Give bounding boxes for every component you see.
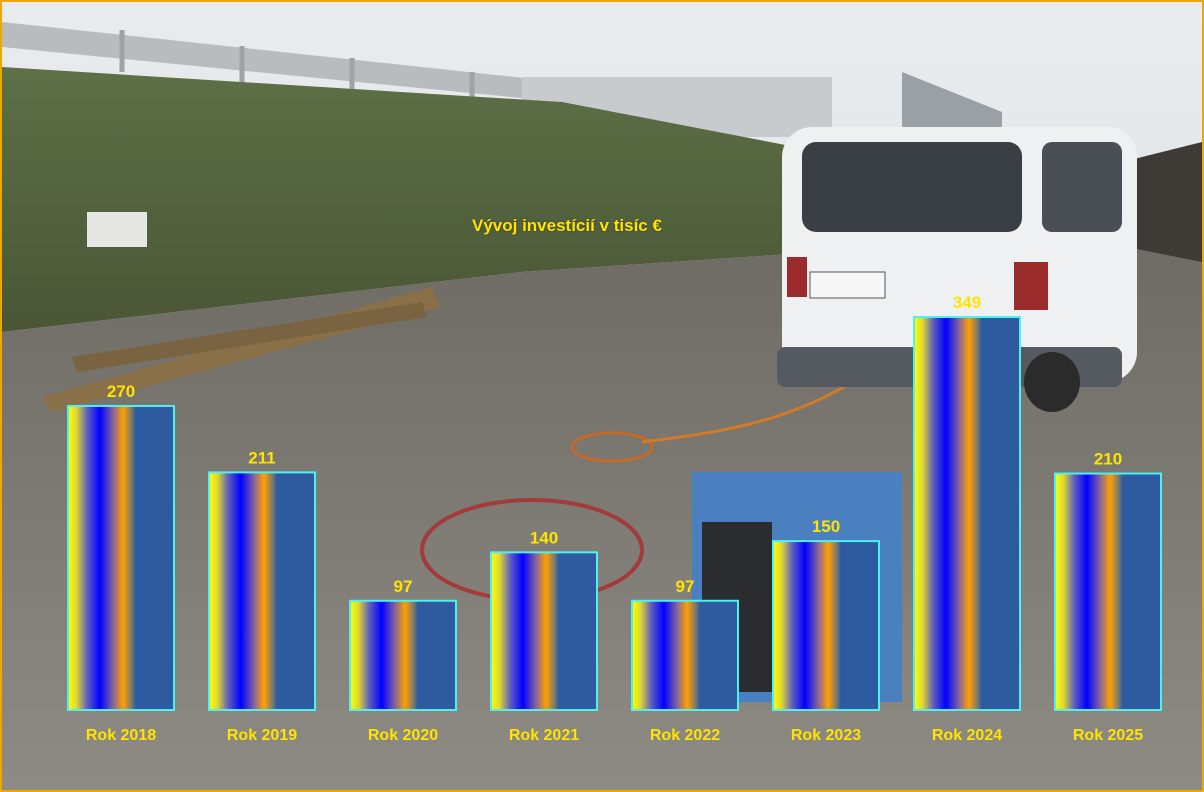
data-label: 270 bbox=[107, 382, 135, 401]
category-label: Rok 2024 bbox=[932, 727, 1002, 744]
bar-rok-2021 bbox=[490, 551, 598, 711]
category-label: Rok 2018 bbox=[86, 727, 156, 744]
data-label: 150 bbox=[812, 517, 840, 536]
category-label: Rok 2023 bbox=[791, 727, 861, 744]
category-label: Rok 2020 bbox=[368, 727, 438, 744]
bar-rok-2022 bbox=[631, 599, 739, 711]
data-label: 211 bbox=[248, 448, 275, 467]
bar-rok-2023 bbox=[772, 540, 880, 711]
chart-title: Vývoj investícií v tisíc € bbox=[472, 216, 662, 235]
data-label: 140 bbox=[530, 528, 558, 547]
category-label: Rok 2019 bbox=[227, 727, 297, 744]
bar-rok-2018 bbox=[67, 404, 175, 711]
data-label: 210 bbox=[1094, 450, 1122, 469]
bar-rok-2020 bbox=[349, 599, 457, 711]
bar-rok-2019 bbox=[208, 471, 316, 711]
data-label: 349 bbox=[953, 293, 981, 312]
bar-rok-2025 bbox=[1054, 472, 1162, 711]
data-label: 97 bbox=[394, 577, 413, 596]
category-label: Rok 2025 bbox=[1073, 727, 1143, 744]
bar-rok-2024 bbox=[913, 316, 1021, 711]
data-label: 97 bbox=[676, 577, 695, 596]
category-label: Rok 2022 bbox=[650, 727, 720, 744]
category-label: Rok 2021 bbox=[509, 727, 579, 744]
